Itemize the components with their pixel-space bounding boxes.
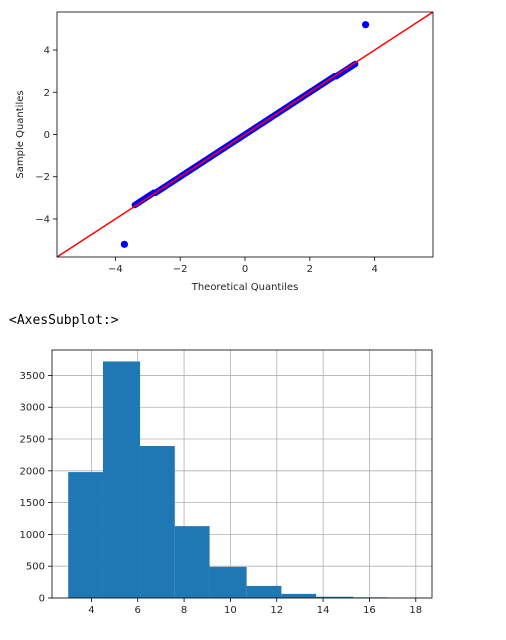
x-tick-label: 4 bbox=[371, 264, 377, 275]
outlier-point bbox=[120, 240, 129, 248]
x-tick-label: 2 bbox=[307, 264, 313, 275]
qq-plot: −4 −2 0 2 4 −4 −2 0 2 4 Theoretical Quantiles Sampl… bbox=[15, 11, 434, 293]
outlier-point bbox=[361, 21, 370, 29]
y-tick-label: −4 bbox=[35, 214, 50, 225]
x-tick-label: 0 bbox=[242, 264, 248, 275]
x-tick-label: 4 bbox=[88, 605, 94, 616]
x-tick-label: 18 bbox=[409, 605, 422, 616]
histogram-bar bbox=[316, 596, 354, 598]
x-tick-label: 12 bbox=[270, 605, 283, 616]
reference-line bbox=[57, 12, 433, 257]
histogram: 4 6 8 10 12 14 16 18 0 500 1000 1500 2000 2500 3000 350… bbox=[20, 349, 433, 616]
y-tick-label: 2500 bbox=[20, 435, 45, 446]
y-tick-label: 4 bbox=[44, 46, 50, 57]
x-tick-label: 8 bbox=[181, 605, 187, 616]
y-tick-label: 500 bbox=[26, 562, 45, 573]
output-text: <AxesSubplot:> bbox=[9, 313, 119, 328]
x-tick-label: −4 bbox=[108, 264, 123, 275]
histogram-bar bbox=[174, 526, 210, 598]
plot-frame bbox=[51, 349, 433, 599]
histogram-bar bbox=[246, 585, 282, 598]
x-tick-label: −2 bbox=[173, 264, 188, 275]
y-tick-label: 1500 bbox=[20, 498, 45, 509]
histogram-bar bbox=[102, 361, 141, 598]
histogram-bar bbox=[68, 472, 103, 598]
x-tick-label: 10 bbox=[224, 605, 237, 616]
y-tick-label: 0 bbox=[39, 594, 45, 605]
x-tick-label: 14 bbox=[317, 605, 330, 616]
y-tick-label: 2000 bbox=[20, 466, 45, 477]
y-tick-label: −2 bbox=[35, 172, 50, 183]
histogram-bar bbox=[209, 566, 247, 598]
y-tick-label: 3500 bbox=[20, 371, 45, 382]
histogram-bar bbox=[281, 593, 317, 598]
x-axis-label: Theoretical Quantiles bbox=[191, 282, 299, 293]
y-tick-label: 3000 bbox=[20, 403, 45, 414]
y-axis-label: Sample Quantiles bbox=[15, 90, 26, 178]
y-tick-label: 1000 bbox=[20, 530, 45, 541]
histogram-bar bbox=[140, 446, 175, 598]
y-tick-label: 2 bbox=[44, 88, 50, 99]
x-tick-label: 16 bbox=[363, 605, 376, 616]
y-tick-label: 0 bbox=[44, 130, 50, 141]
x-tick-label: 6 bbox=[135, 605, 141, 616]
